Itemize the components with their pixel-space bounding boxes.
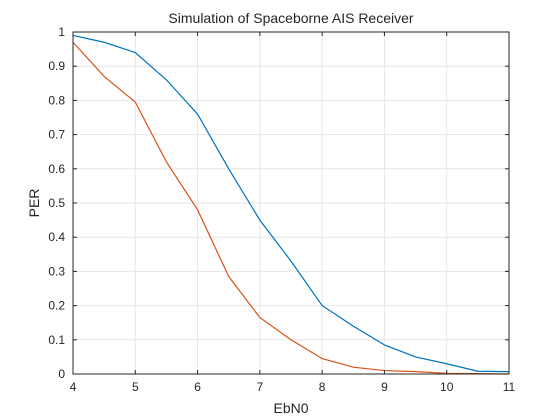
x-axis-label: EbN0 bbox=[273, 400, 308, 416]
y-tick-label: 0.6 bbox=[48, 162, 65, 176]
y-tick-label: 0.3 bbox=[48, 264, 65, 278]
y-tick-label: 0.1 bbox=[48, 333, 65, 347]
tick-marks bbox=[72, 31, 510, 375]
y-tick-label: 0 bbox=[58, 367, 65, 381]
y-tick-label: 0.8 bbox=[48, 93, 65, 107]
series-line-1 bbox=[72, 34, 510, 373]
x-tick-label: 6 bbox=[194, 380, 201, 394]
chart-title: Simulation of Spaceborne AIS Receiver bbox=[168, 10, 413, 26]
x-tick-label: 5 bbox=[132, 380, 139, 394]
y-tick-label: 0.7 bbox=[48, 128, 65, 142]
y-tick-label: 0.4 bbox=[48, 230, 65, 244]
x-tick-label: 11 bbox=[503, 380, 516, 394]
y-tick-label: 1 bbox=[58, 25, 65, 39]
y-tick-label: 0.2 bbox=[48, 299, 65, 313]
y-axis-label: PER bbox=[26, 189, 42, 218]
y-tick-labels: 0 0.1 0.2 0.3 0.4 0.5 0.6 0.7 0.8 0.9 1 bbox=[48, 25, 65, 381]
x-tick-labels: 4 5 6 7 8 9 10 11 bbox=[70, 380, 516, 394]
y-tick-label: 0.5 bbox=[48, 196, 65, 210]
x-tick-label: 8 bbox=[319, 380, 326, 394]
x-tick-label: 10 bbox=[440, 380, 454, 394]
series-layer bbox=[72, 34, 510, 375]
x-tick-label: 4 bbox=[70, 380, 77, 394]
x-tick-label: 7 bbox=[257, 380, 264, 394]
series-line-2 bbox=[72, 41, 510, 375]
x-tick-label: 9 bbox=[381, 380, 388, 394]
y-tick-label: 0.9 bbox=[48, 59, 65, 73]
